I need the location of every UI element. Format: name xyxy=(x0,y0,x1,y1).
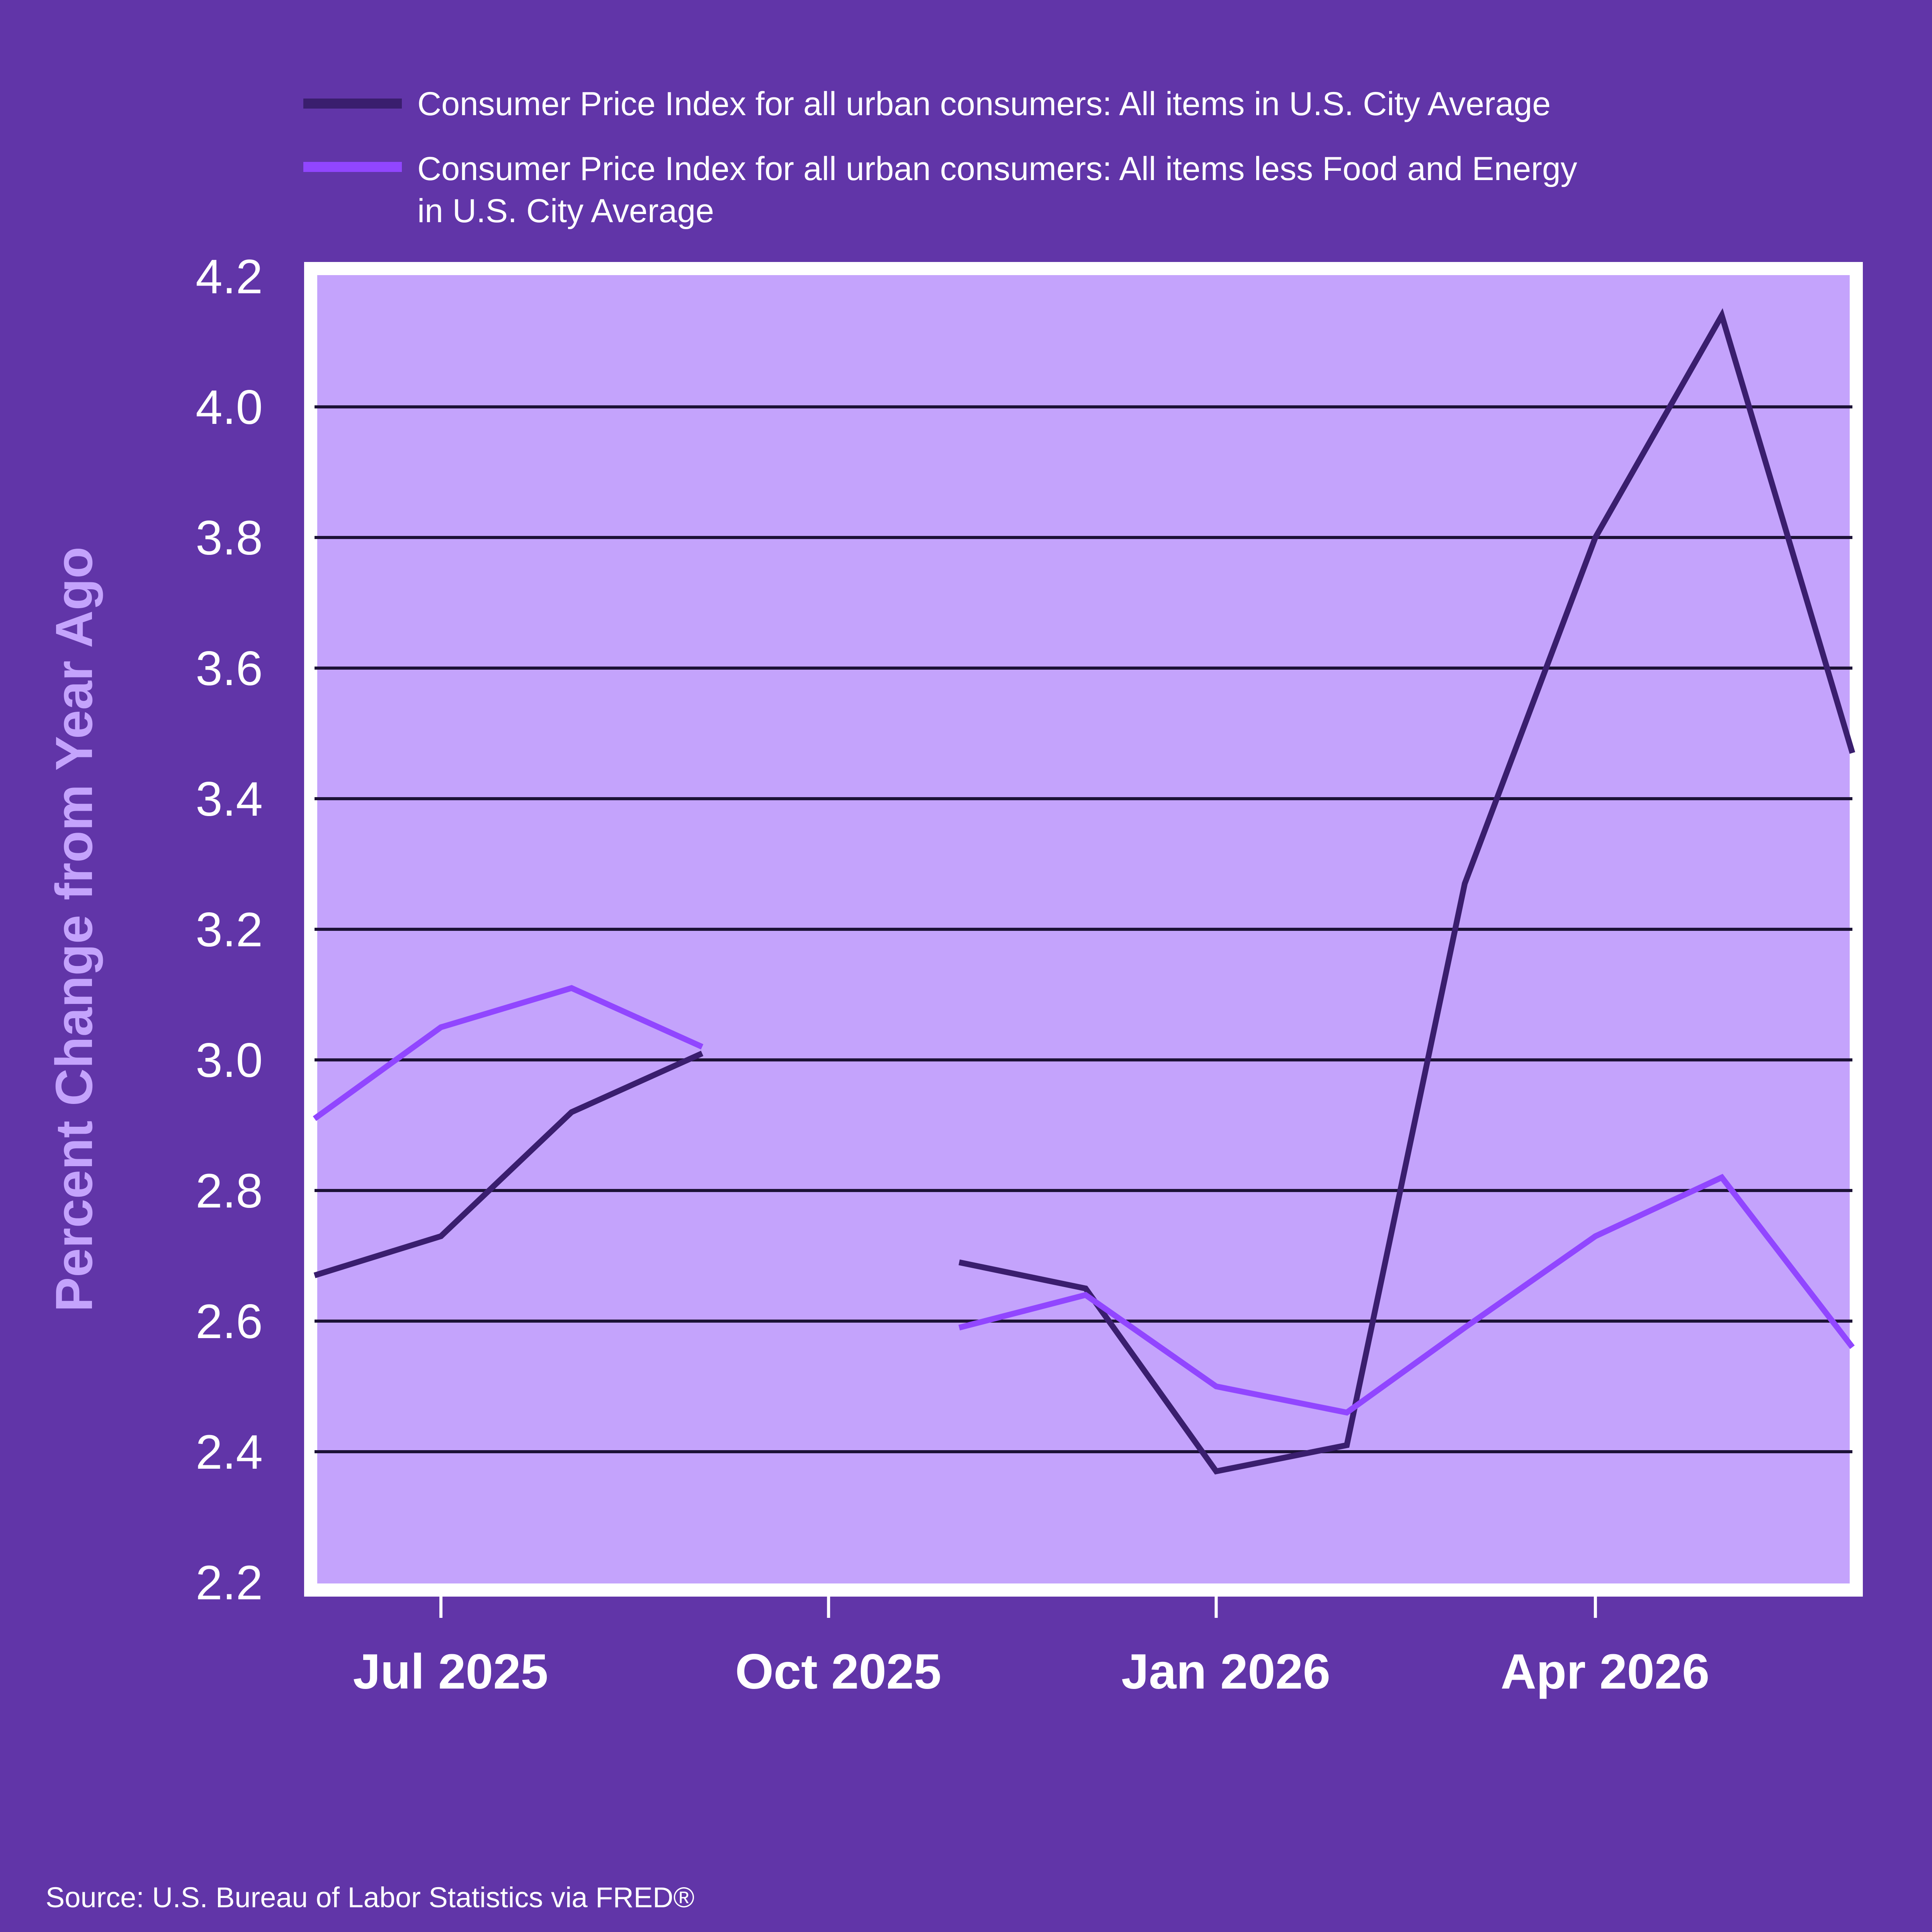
y-tick-label: 3.2 xyxy=(196,903,263,957)
y-tick-label: 2.8 xyxy=(196,1164,263,1218)
y-tick-label: 4.0 xyxy=(196,381,263,434)
legend-label-all-items: Consumer Price Index for all urban consu… xyxy=(417,85,1551,122)
legend-item-core: Consumer Price Index for all urban consu… xyxy=(303,150,1577,230)
y-tick-label: 3.8 xyxy=(196,511,263,565)
legend-item-all-items: Consumer Price Index for all urban consu… xyxy=(303,85,1551,122)
y-tick-label: 3.6 xyxy=(196,642,263,696)
x-axis-ticks: Jul 2025 Oct 2025 Jan 2026 Apr 2026 xyxy=(353,1597,1709,1699)
y-axis-label: Percent Change from Year Ago xyxy=(45,547,103,1312)
legend-label-core-line2: in U.S. City Average xyxy=(417,192,714,230)
y-axis-ticks: 2.2 2.4 2.6 2.8 3.0 3.2 3.4 3.6 3.8 4.0 4.2 xyxy=(196,250,263,1610)
y-tick-label: 2.2 xyxy=(196,1556,263,1610)
x-tick-label: Jan 2026 xyxy=(1121,1644,1330,1699)
y-tick-label: 3.4 xyxy=(196,772,263,826)
x-tick-label: Oct 2025 xyxy=(735,1644,941,1699)
series-line-all-items xyxy=(313,1051,704,1278)
source-note: Source: U.S. Bureau of Labor Statistics … xyxy=(46,1881,694,1913)
y-tick-label: 4.2 xyxy=(196,250,263,304)
y-tick-label: 2.4 xyxy=(196,1425,263,1479)
gridlines xyxy=(315,405,1852,1453)
legend-label-core-line1: Consumer Price Index for all urban consu… xyxy=(417,150,1577,187)
series-line-all-items xyxy=(958,308,1855,1475)
x-tick-label: Apr 2026 xyxy=(1500,1644,1709,1699)
y-tick-label: 2.6 xyxy=(196,1295,263,1349)
series-line-core xyxy=(958,1173,1855,1416)
series-lines xyxy=(313,308,1855,1475)
legend: Consumer Price Index for all urban consu… xyxy=(303,85,1577,230)
series-line-core xyxy=(313,985,704,1121)
y-tick-label: 3.0 xyxy=(196,1034,263,1087)
x-tick-label: Jul 2025 xyxy=(353,1644,548,1699)
